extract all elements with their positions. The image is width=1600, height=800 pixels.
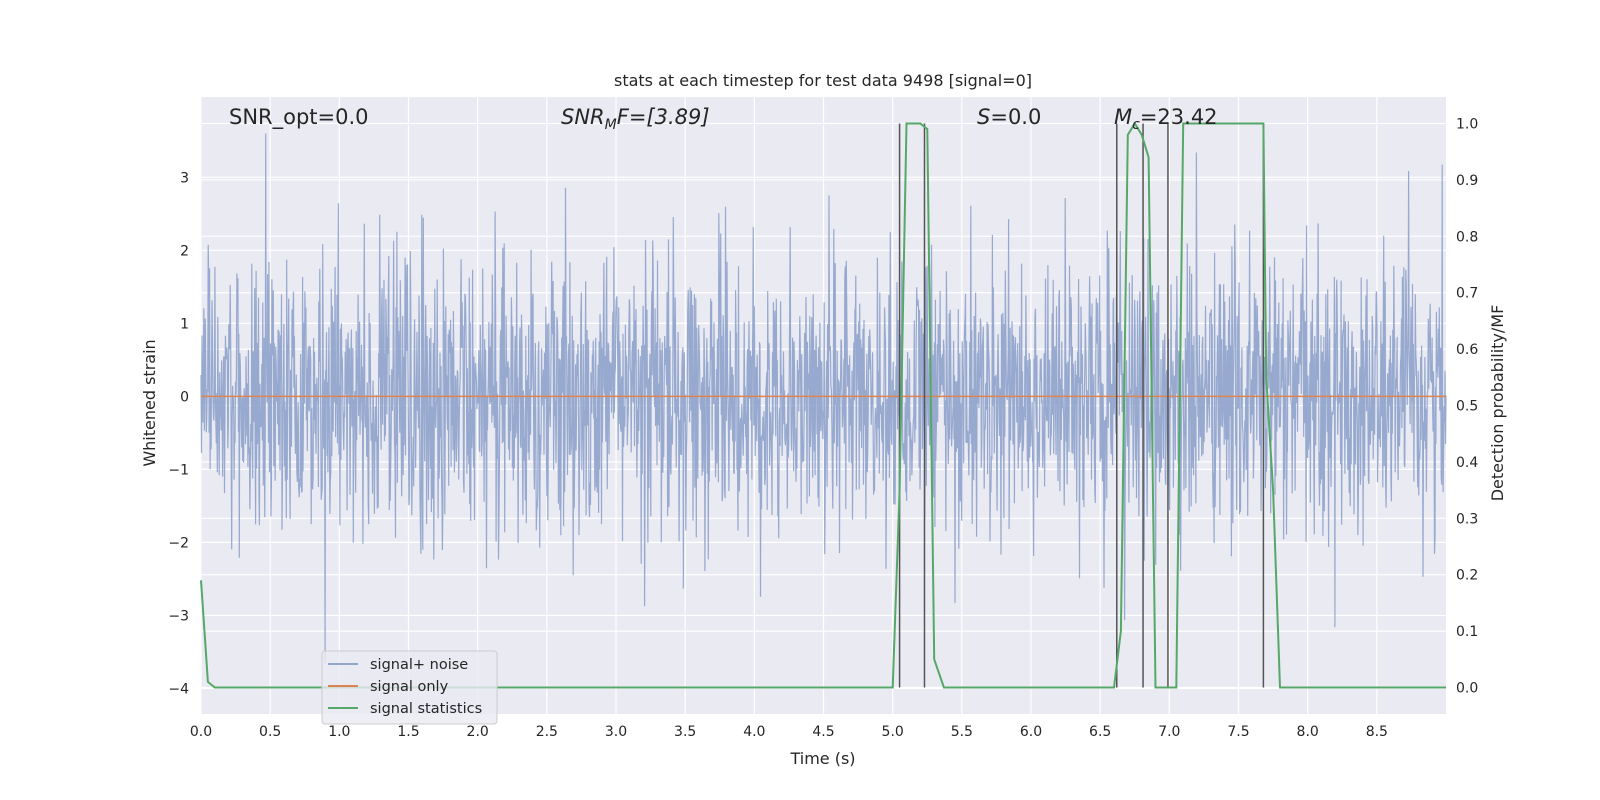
x-tick-label: 2.0 — [467, 724, 489, 740]
annotation-s: S=0.0 — [977, 105, 1041, 129]
x-axis-ticks: 0.0 0.5 1.0 1.5 2.0 2.5 3.0 3.5 4.0 4.5 5.0 5.5 6.0 6… — [190, 724, 1388, 740]
series-signal-statistics — [200, 121, 1446, 689]
right-y-tick-label: 1.0 — [1456, 117, 1478, 133]
annotation-snr-mf: SNRMF=[3.89] — [561, 105, 710, 133]
right-y-tick-label: 0.4 — [1456, 455, 1478, 471]
x-tick-label: 5.0 — [882, 724, 904, 740]
x-tick-label: 7.5 — [1227, 724, 1249, 740]
x-tick-label: 3.0 — [605, 724, 627, 740]
x-tick-label: 0.0 — [190, 724, 212, 740]
snr-mf-rest: F=[3.89] — [617, 105, 710, 129]
x-tick-label: 8.5 — [1366, 724, 1388, 740]
legend-label-noise: signal+ noise — [370, 657, 468, 673]
snr-mf-sub: M — [605, 117, 617, 133]
s-main: S — [977, 105, 990, 129]
right-y-tick-label: 0.5 — [1456, 399, 1478, 415]
right-y-tick-label: 0.8 — [1456, 229, 1478, 245]
left-y-axis-label: Whitened strain — [140, 339, 159, 466]
right-y-tick-label: 0.9 — [1456, 173, 1478, 189]
annotation-mc: Mc=23.42 — [1114, 105, 1218, 133]
snr-mf-rest-f: F=[3.89] — [617, 105, 710, 129]
left-y-tick-label: −1 — [168, 462, 189, 478]
snr-mf-main: SNR — [561, 105, 605, 129]
legend-label-stats: signal statistics — [370, 701, 482, 717]
left-y-tick-label: −3 — [168, 608, 189, 624]
mc-rest: =23.42 — [1140, 105, 1218, 129]
right-y-tick-label: 0.0 — [1456, 680, 1478, 696]
x-tick-label: 1.0 — [328, 724, 350, 740]
x-tick-label: 0.5 — [259, 724, 281, 740]
left-y-tick-label: 0 — [180, 389, 189, 405]
noise-trace — [200, 133, 1447, 663]
right-y-axis-label: Detection probability/MF — [1488, 305, 1507, 502]
annotation-snr-opt: SNR_opt=0.0 — [229, 105, 369, 130]
right-y-tick-label: 0.6 — [1456, 342, 1478, 358]
right-y-tick-label: 0.7 — [1456, 286, 1478, 302]
legend-label-signal: signal only — [370, 679, 449, 695]
right-y-tick-label: 0.1 — [1456, 624, 1478, 640]
x-tick-label: 5.5 — [951, 724, 973, 740]
left-y-axis-ticks: 3 2 1 0 −1 −2 −3 −4 — [168, 170, 189, 697]
left-y-tick-label: 3 — [180, 170, 189, 186]
mc-sub: c — [1132, 117, 1140, 133]
x-tick-label: 1.5 — [397, 724, 419, 740]
x-tick-label: 6.0 — [1020, 724, 1042, 740]
left-y-tick-label: −4 — [168, 681, 189, 697]
x-tick-label: 4.0 — [743, 724, 765, 740]
x-tick-label: 8.0 — [1297, 724, 1319, 740]
x-tick-label: 2.5 — [536, 724, 558, 740]
x-tick-label: 7.0 — [1158, 724, 1180, 740]
left-y-tick-label: −2 — [168, 535, 189, 551]
x-tick-label: 6.5 — [1089, 724, 1111, 740]
x-tick-label: 4.5 — [812, 724, 834, 740]
right-y-axis-ticks: 1.0 0.9 0.8 0.7 0.6 0.5 0.4 0.3 0.2 0.1 0.0 — [1456, 117, 1478, 697]
left-y-tick-label: 2 — [180, 243, 189, 259]
chart-title: stats at each timestep for test data 949… — [614, 71, 1032, 90]
legend-box — [321, 650, 498, 725]
right-y-tick-label: 0.3 — [1456, 511, 1478, 527]
legend: signal+ noise signal only signal statist… — [321, 650, 498, 725]
signal-statistics-line — [200, 121, 1446, 689]
series-signal-plus-noise — [200, 133, 1447, 663]
mc-main: M — [1114, 105, 1132, 129]
vertical-markers — [898, 123, 1265, 688]
right-y-tick-label: 0.2 — [1456, 568, 1478, 584]
left-y-tick-label: 1 — [180, 316, 189, 332]
x-axis-label: Time (s) — [789, 749, 855, 768]
s-rest: =0.0 — [990, 105, 1041, 129]
x-tick-label: 3.5 — [674, 724, 696, 740]
